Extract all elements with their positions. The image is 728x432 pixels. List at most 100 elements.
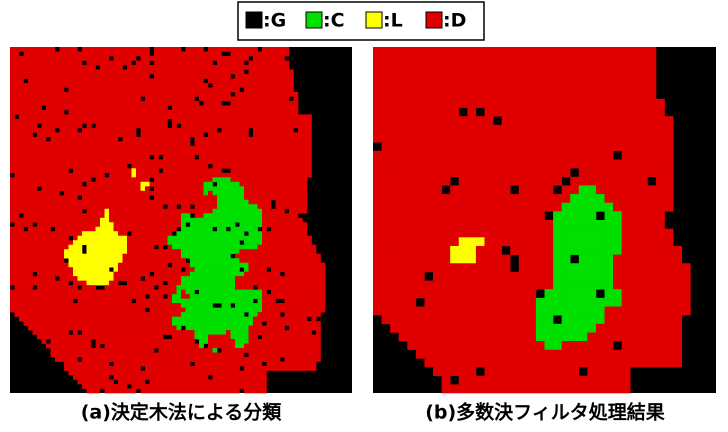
map-cell (217, 110, 222, 115)
map-cell (46, 191, 51, 196)
map-cell (262, 389, 267, 394)
map-cell (177, 375, 182, 380)
map-cell (181, 182, 186, 187)
map-cell (244, 128, 249, 133)
map-cell (172, 92, 177, 97)
map-cell (91, 236, 96, 241)
map-cell (271, 78, 276, 83)
map-cell (476, 73, 485, 82)
map-cell (19, 105, 24, 110)
map-cell (24, 191, 29, 196)
map-cell (579, 90, 588, 99)
map-cell (37, 276, 42, 281)
map-cell (28, 78, 33, 83)
map-cell (15, 51, 20, 56)
map-cell (289, 348, 294, 353)
map-cell (118, 299, 123, 304)
map-cell (82, 132, 87, 137)
map-cell (114, 317, 119, 322)
map-cell (159, 362, 164, 367)
map-cell (10, 69, 15, 74)
map-cell (141, 92, 146, 97)
map-cell (82, 155, 87, 160)
map-cell (294, 114, 299, 119)
map-cell (91, 312, 96, 317)
map-cell (267, 141, 272, 146)
map-cell (168, 254, 173, 259)
map-cell (373, 82, 382, 91)
map-cell (100, 276, 105, 281)
map-cell (289, 191, 294, 196)
map-cell (78, 222, 83, 227)
map-cell (51, 326, 56, 331)
map-cell (24, 254, 29, 259)
map-cell (195, 231, 200, 236)
map-cell (82, 272, 87, 277)
map-cell (55, 281, 60, 286)
map-cell (51, 119, 56, 124)
map-cell (109, 47, 114, 52)
map-cell (181, 254, 186, 259)
map-cell (289, 294, 294, 299)
map-cell (253, 92, 258, 97)
map-cell (262, 339, 267, 344)
map-cell (123, 132, 128, 137)
map-cell (19, 285, 24, 290)
map-cell (267, 303, 272, 308)
map-cell (276, 182, 281, 187)
map-cell (15, 56, 20, 61)
map-cell (244, 258, 249, 263)
map-cell (10, 60, 15, 65)
map-cell (199, 218, 204, 223)
map-cell (276, 240, 281, 245)
map-cell (407, 73, 416, 82)
map-cell (132, 105, 137, 110)
map-cell (276, 51, 281, 56)
map-cell (231, 137, 236, 142)
map-cell (199, 123, 204, 128)
map-cell (154, 330, 159, 335)
map-cell (204, 308, 209, 313)
map-cell (519, 82, 528, 91)
map-cell (204, 276, 209, 281)
map-cell (118, 362, 123, 367)
map-cell (267, 330, 272, 335)
map-cell (73, 254, 78, 259)
map-cell (240, 159, 245, 164)
map-cell (168, 155, 173, 160)
map-cell (42, 146, 47, 151)
map-cell (298, 362, 303, 367)
map-cell (570, 64, 579, 73)
map-cell (114, 47, 119, 52)
map-cell (100, 384, 105, 389)
map-cell (240, 308, 245, 313)
map-cell (195, 114, 200, 119)
map-cell (118, 186, 123, 191)
map-cell (118, 222, 123, 227)
map-cell (298, 123, 303, 128)
map-cell (60, 182, 65, 187)
map-cell (109, 159, 114, 164)
map-cell (249, 150, 254, 155)
map-cell (204, 330, 209, 335)
map-cell (96, 69, 101, 74)
map-cell (231, 209, 236, 214)
map-cell (91, 191, 96, 196)
map-cell (28, 69, 33, 74)
map-cell (55, 168, 60, 173)
map-cell (114, 281, 119, 286)
map-cell (208, 209, 213, 214)
map-cell (60, 285, 65, 290)
map-cell (450, 82, 459, 91)
map-cell (321, 308, 326, 313)
map-cell (145, 204, 150, 209)
map-cell (553, 82, 562, 91)
map-cell (213, 294, 218, 299)
map-cell (244, 195, 249, 200)
map-cell (168, 60, 173, 65)
map-cell (249, 380, 254, 385)
map-cell (280, 123, 285, 128)
map-cell (267, 353, 272, 358)
map-cell (51, 218, 56, 223)
map-cell (127, 249, 132, 254)
